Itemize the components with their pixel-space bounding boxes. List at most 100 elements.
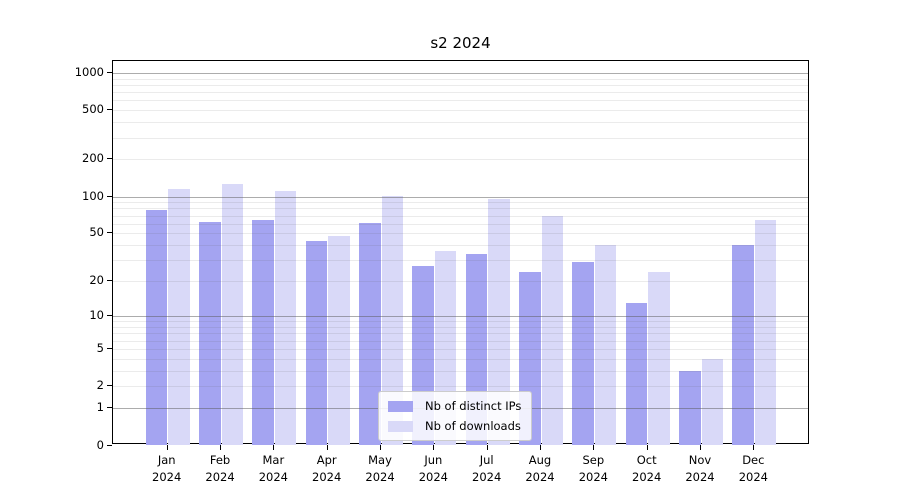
bar-distinct-ips-jan bbox=[145, 209, 168, 445]
x-tick-mark bbox=[700, 445, 701, 450]
x-tick-label: Jun 2024 bbox=[405, 452, 461, 485]
x-tick-label-month: Mar bbox=[262, 453, 285, 467]
minor-gridline bbox=[113, 84, 808, 86]
x-tick-label-year: 2024 bbox=[632, 469, 662, 484]
legend-swatch-downloads-icon bbox=[388, 420, 413, 432]
y-tick-mark bbox=[107, 71, 112, 73]
y-tick-label: 20 bbox=[89, 273, 104, 288]
minor-gridline bbox=[113, 110, 808, 112]
bar-downloads-jan bbox=[168, 188, 190, 445]
y-tick-label: 2 bbox=[96, 378, 104, 393]
major-gridline bbox=[113, 196, 808, 198]
x-tick-label: Apr 2024 bbox=[299, 452, 355, 485]
minor-gridline bbox=[113, 100, 808, 102]
x-tick-mark bbox=[166, 445, 168, 450]
x-tick-label-month: May bbox=[368, 453, 392, 467]
bar-downloads-nov bbox=[701, 358, 723, 445]
x-tick-label-month: Jul bbox=[479, 453, 494, 467]
legend-label-distinct-ips: Nb of distinct IPs bbox=[425, 399, 522, 413]
bar-downloads-aug bbox=[541, 215, 563, 445]
bar-distinct-ips-mar bbox=[252, 219, 274, 445]
y-tick-mark bbox=[107, 232, 112, 234]
minor-gridline bbox=[113, 215, 808, 217]
legend-swatch-distinct-ips-icon bbox=[388, 400, 413, 412]
x-tick-label-month: Nov bbox=[688, 453, 712, 467]
bar-distinct-ips-sep bbox=[572, 262, 594, 445]
y-tick-label: 0 bbox=[96, 437, 104, 452]
bar-distinct-ips-nov bbox=[679, 370, 701, 445]
x-tick-label-year: 2024 bbox=[312, 469, 342, 484]
bar-distinct-ips-may bbox=[359, 222, 381, 445]
plot-area: Nb of distinct IPs Nb of downloads bbox=[112, 60, 809, 445]
y-tick-mark bbox=[107, 385, 112, 387]
y-tick-label: 200 bbox=[82, 151, 104, 166]
bar-downloads-dec bbox=[754, 219, 777, 445]
bar-distinct-ips-feb bbox=[199, 222, 221, 445]
x-tick-label-year: 2024 bbox=[258, 469, 288, 484]
bar-downloads-jul bbox=[488, 198, 510, 445]
x-tick-label: Jul 2024 bbox=[459, 452, 515, 485]
x-tick-label-month: Jun bbox=[424, 453, 443, 467]
chart-title: s2 2024 bbox=[430, 34, 491, 52]
legend-row-distinct-ips: Nb of distinct IPs bbox=[388, 399, 521, 413]
minor-gridline bbox=[113, 202, 808, 204]
x-tick-mark bbox=[273, 445, 275, 450]
x-tick-label: Mar 2024 bbox=[245, 452, 301, 485]
x-tick-mark bbox=[753, 445, 755, 450]
bar-distinct-ips-dec bbox=[732, 245, 754, 445]
minor-gridline bbox=[113, 208, 808, 210]
y-tick-mark bbox=[107, 280, 112, 282]
x-tick-label-month: Apr bbox=[316, 453, 337, 467]
x-tick-label-month: Sep bbox=[582, 453, 605, 467]
x-tick-mark bbox=[540, 445, 541, 450]
minor-gridline bbox=[113, 137, 808, 139]
bar-distinct-ips-oct bbox=[625, 303, 648, 445]
legend-row-downloads: Nb of downloads bbox=[388, 419, 521, 433]
x-tick-label-year: 2024 bbox=[578, 469, 608, 484]
x-tick-label: Aug 2024 bbox=[512, 452, 568, 485]
x-tick-label: Nov 2024 bbox=[672, 452, 728, 485]
x-tick-label-year: 2024 bbox=[525, 469, 555, 484]
y-tick-mark bbox=[107, 444, 112, 446]
x-tick-label-year: 2024 bbox=[738, 469, 768, 484]
minor-gridline bbox=[113, 159, 808, 161]
x-tick-mark bbox=[326, 445, 328, 450]
x-tick-label-year: 2024 bbox=[685, 469, 715, 484]
x-tick-label: Oct 2024 bbox=[619, 452, 675, 485]
y-tick-label: 10 bbox=[89, 308, 104, 323]
x-tick-label: May 2024 bbox=[352, 452, 408, 485]
x-tick-label-month: Aug bbox=[528, 453, 552, 467]
x-tick-mark bbox=[433, 445, 435, 450]
x-tick-label-year: 2024 bbox=[365, 469, 395, 484]
minor-gridline bbox=[113, 78, 808, 80]
x-tick-label-year: 2024 bbox=[418, 469, 448, 484]
y-tick-label: 1000 bbox=[74, 64, 104, 79]
x-tick-label-month: Oct bbox=[636, 453, 657, 467]
y-tick-mark bbox=[107, 315, 112, 317]
x-tick-label: Feb 2024 bbox=[192, 452, 248, 485]
bar-downloads-oct bbox=[648, 271, 670, 445]
x-tick-mark bbox=[220, 445, 222, 450]
y-tick-label: 50 bbox=[89, 225, 104, 240]
y-tick-mark bbox=[107, 407, 112, 409]
legend-label-downloads: Nb of downloads bbox=[425, 419, 521, 433]
y-tick-label: 100 bbox=[82, 188, 104, 203]
x-tick-mark bbox=[486, 445, 488, 450]
y-tick-label: 1 bbox=[96, 400, 104, 415]
y-tick-mark bbox=[107, 347, 112, 349]
x-tick-label-year: 2024 bbox=[152, 469, 182, 484]
x-tick-label-month: Feb bbox=[209, 453, 231, 467]
x-tick-label: Jan 2024 bbox=[139, 452, 195, 485]
bar-distinct-ips-apr bbox=[305, 241, 328, 445]
x-tick-label: Sep 2024 bbox=[565, 452, 621, 485]
legend: Nb of distinct IPs Nb of downloads bbox=[378, 391, 533, 441]
y-tick-label: 5 bbox=[96, 340, 104, 355]
x-tick-label: Dec 2024 bbox=[725, 452, 781, 485]
bar-downloads-mar bbox=[274, 190, 297, 445]
x-tick-label-year: 2024 bbox=[472, 469, 502, 484]
x-tick-mark bbox=[593, 445, 595, 450]
y-tick-mark bbox=[107, 195, 112, 197]
x-tick-mark bbox=[646, 445, 648, 450]
bar-downloads-apr bbox=[328, 235, 350, 445]
major-gridline bbox=[113, 72, 808, 74]
